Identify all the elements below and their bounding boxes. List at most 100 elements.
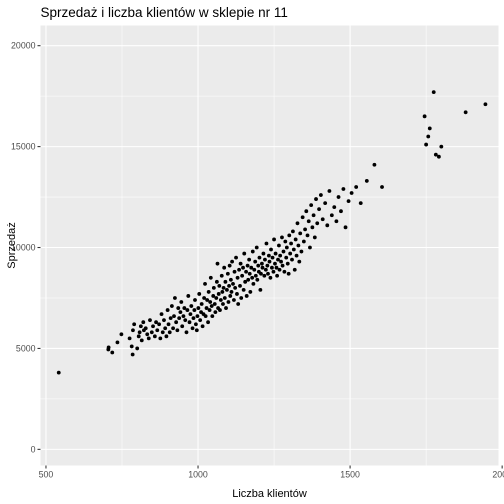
data-point [267,259,272,264]
data-point [227,283,231,288]
data-point [209,304,214,308]
data-point [298,231,303,236]
data-point [308,245,312,250]
data-point [312,235,317,240]
data-point [277,243,281,248]
data-point [187,320,192,325]
data-point [237,267,241,272]
data-point [433,152,438,157]
x-tick-label: 2000 [492,470,504,480]
data-point [227,263,232,268]
data-point [221,285,226,290]
data-point [191,316,196,321]
data-point [208,275,213,280]
data-point [214,279,219,284]
plot-panel [40,25,499,466]
data-point [242,251,247,256]
y-tick-label: 15000 [11,142,36,152]
data-point [110,350,115,355]
data-point [158,336,163,341]
data-point [231,281,235,286]
data-point [248,290,253,294]
data-point [218,298,223,302]
data-point [172,314,176,319]
data-point [148,318,152,323]
data-point [253,273,258,278]
data-point [182,306,187,310]
data-point [207,308,212,312]
x-axis-title: Liczba klientów [232,488,307,500]
data-point [202,296,207,300]
data-point [127,336,132,341]
data-point [343,225,348,230]
data-point [244,294,249,298]
data-point [339,209,343,214]
y-axis-title: Sprzedaż [6,222,18,268]
data-point [138,324,143,329]
data-point [194,328,199,333]
data-point [299,249,304,254]
data-point [183,318,188,323]
data-point [222,296,227,300]
data-point [143,326,148,331]
data-point [154,320,158,325]
data-point [259,261,264,266]
minor-gridlines [40,25,499,466]
data-point [212,302,217,306]
data-point [325,223,330,228]
y-tick-label: 10000 [11,243,36,253]
data-point [194,322,198,327]
data-point [250,249,255,254]
data-point [186,294,191,298]
data-point [232,269,237,274]
data-point [177,316,182,321]
data-point [210,314,215,319]
data-point [226,300,231,304]
data-point [283,239,288,244]
data-point [241,265,245,270]
data-point [225,271,230,276]
x-tick-label: 1500 [340,470,360,480]
data-point [286,271,291,276]
data-point [220,290,225,294]
x-axis-ticks: 500 1000 1500 2000 [39,465,504,480]
data-point [285,261,290,266]
data-point [436,154,441,159]
data-point [195,314,200,319]
data-point [234,255,238,260]
data-point [329,213,334,218]
data-point [306,219,311,224]
data-point [190,326,195,331]
data-point [426,134,431,139]
data-point [332,205,337,210]
data-point [200,324,205,329]
data-point [272,237,276,242]
data-point [136,334,141,339]
data-point [229,290,234,294]
data-point [292,267,297,272]
data-point [178,310,183,315]
data-point [270,265,274,270]
data-point [221,302,225,306]
data-point [139,338,144,343]
data-point [228,294,233,298]
chart-title: Sprzedaż i liczba klientów w sklepie nr … [41,5,288,20]
data-point [253,259,258,264]
data-point [284,255,289,260]
data-point [179,300,184,304]
data-point [206,290,211,294]
data-point [239,296,244,300]
data-point [235,275,240,280]
data-point [336,195,341,199]
data-point [129,344,134,349]
data-point [314,197,318,201]
data-point [162,318,166,323]
data-point [266,253,271,258]
data-point [184,330,189,335]
data-point [152,334,157,339]
data-point [310,225,315,230]
data-points [56,90,488,375]
data-point [243,279,248,284]
data-point [224,306,228,310]
data-point [56,370,61,375]
